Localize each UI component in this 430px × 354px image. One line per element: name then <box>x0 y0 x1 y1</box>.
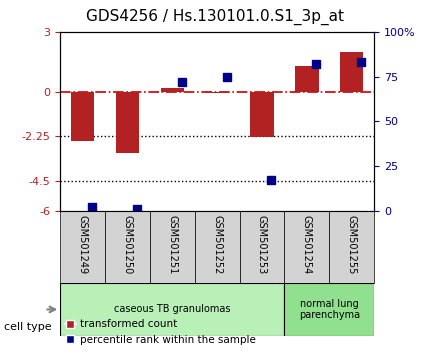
Text: GDS4256 / Hs.130101.0.S1_3p_at: GDS4256 / Hs.130101.0.S1_3p_at <box>86 8 344 25</box>
FancyBboxPatch shape <box>105 211 150 282</box>
Text: GSM501251: GSM501251 <box>167 215 177 274</box>
Text: caseous TB granulomas: caseous TB granulomas <box>114 304 230 314</box>
FancyBboxPatch shape <box>284 282 374 336</box>
FancyBboxPatch shape <box>150 211 195 282</box>
Text: cell type: cell type <box>4 322 52 332</box>
FancyBboxPatch shape <box>240 211 284 282</box>
FancyBboxPatch shape <box>60 211 105 282</box>
Text: GSM501255: GSM501255 <box>347 215 356 274</box>
Bar <box>71 92 95 141</box>
FancyBboxPatch shape <box>60 282 284 336</box>
FancyBboxPatch shape <box>329 211 374 282</box>
FancyBboxPatch shape <box>195 211 240 282</box>
Text: GSM501252: GSM501252 <box>212 215 222 274</box>
FancyBboxPatch shape <box>284 211 329 282</box>
Text: GSM501250: GSM501250 <box>123 215 132 274</box>
Bar <box>340 52 363 92</box>
Bar <box>250 92 274 137</box>
Text: GSM501253: GSM501253 <box>257 215 267 274</box>
Text: GSM501249: GSM501249 <box>78 215 88 274</box>
Text: GSM501254: GSM501254 <box>302 215 312 274</box>
Bar <box>160 87 184 92</box>
Bar <box>116 92 139 153</box>
Legend: transformed count, percentile rank within the sample: transformed count, percentile rank withi… <box>61 315 260 349</box>
Text: normal lung
parenchyma: normal lung parenchyma <box>299 299 360 320</box>
Bar <box>295 66 319 92</box>
